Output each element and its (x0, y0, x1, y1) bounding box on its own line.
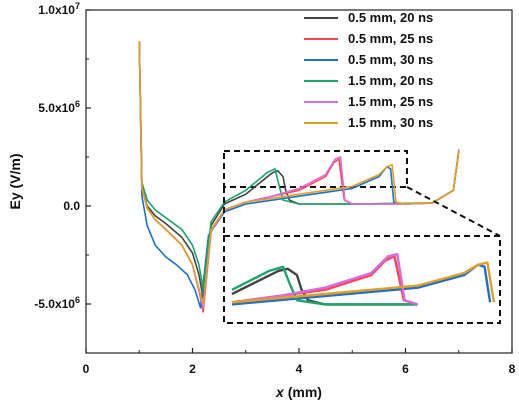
x-axis-label: x (mm) (275, 384, 322, 400)
legend-label: 1.5 mm, 25 ns (348, 94, 433, 109)
inset-series-line (231, 265, 418, 306)
legend-label: 0.5 mm, 20 ns (348, 10, 433, 25)
inset-panel (223, 186, 501, 324)
y-axis-label: Ey (V/m) (7, 153, 23, 209)
series-layer (138, 41, 460, 313)
x-tick-label: 2 (189, 362, 196, 376)
y-tick-label: 5.0x106 (38, 99, 80, 115)
legend-label: 0.5 mm, 30 ns (348, 52, 433, 67)
legend-label: 1.5 mm, 30 ns (348, 115, 433, 130)
inset-series-line (231, 261, 496, 304)
x-tick-label: 4 (296, 362, 303, 376)
x-axis: 0 2 4 6 8 (83, 348, 516, 376)
x-tick-label: 8 (509, 362, 516, 376)
zoom-region (223, 150, 408, 188)
legend: 0.5 mm, 20 ns 0.5 mm, 25 ns 0.5 mm, 30 ns 1… (304, 10, 433, 130)
inset-zoom-box (223, 150, 408, 188)
legend-label: 1.5 mm, 20 ns (348, 73, 433, 88)
zoom-connector (406, 186, 501, 237)
series-line (138, 41, 460, 305)
inset-series-line (231, 253, 419, 306)
inset-frame (223, 235, 501, 324)
y-tick-label: 0.0 (63, 199, 80, 213)
y-tick-label: 1.0x107 (38, 1, 80, 17)
x-tick-label: 0 (83, 362, 90, 376)
y-tick-label: -5.0x106 (34, 295, 80, 311)
y-axis: -5.0x106 0.0 5.0x106 1.0x107 (34, 1, 91, 354)
inset-series-line (231, 263, 492, 306)
x-tick-label: 6 (402, 362, 409, 376)
legend-label: 0.5 mm, 25 ns (348, 31, 433, 46)
